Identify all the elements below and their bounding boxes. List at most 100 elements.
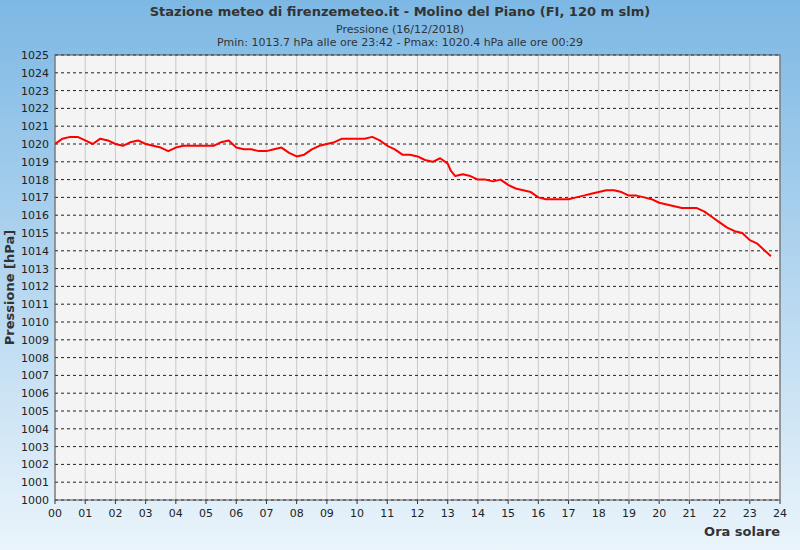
x-grid-line — [357, 55, 358, 500]
x-tick-label: 18 — [592, 507, 606, 520]
x-tick-label: 06 — [229, 507, 243, 520]
y-grid-line — [55, 411, 780, 412]
x-tick-label: 01 — [78, 507, 92, 520]
x-grid-line — [326, 55, 327, 500]
x-tick-label: 03 — [139, 507, 153, 520]
pressure-line — [55, 137, 771, 256]
y-grid-line — [55, 179, 780, 180]
y-grid-line — [55, 375, 780, 376]
x-grid-line — [447, 55, 448, 500]
x-tick — [447, 500, 448, 504]
x-tick-label: 12 — [411, 507, 425, 520]
x-tick — [175, 500, 176, 504]
x-grid-line — [628, 55, 629, 500]
background — [0, 0, 800, 550]
y-grid-line — [55, 108, 780, 109]
x-tick — [689, 500, 690, 504]
x-tick — [749, 500, 750, 504]
y-grid-line — [55, 339, 780, 340]
x-tick-label: 11 — [380, 507, 394, 520]
x-grid-line — [296, 55, 297, 500]
y-tick-label: 1013 — [21, 263, 49, 276]
y-grid-line — [55, 215, 780, 216]
x-tick-label: 20 — [652, 507, 666, 520]
x-tick-label: 02 — [108, 507, 122, 520]
y-tick-label: 1006 — [21, 387, 49, 400]
x-grid-line — [568, 55, 569, 500]
y-grid-line — [55, 464, 780, 465]
x-tick — [55, 500, 56, 504]
y-tick-label: 1009 — [21, 334, 49, 347]
x-tick-label: 00 — [48, 507, 62, 520]
y-tick-label: 1017 — [21, 191, 49, 204]
x-tick — [206, 500, 207, 504]
y-tick-label: 1024 — [21, 67, 49, 80]
x-tick-label: 15 — [501, 507, 515, 520]
x-tick — [236, 500, 237, 504]
x-grid-line — [598, 55, 599, 500]
x-grid-line — [175, 55, 176, 500]
x-tick-label: 07 — [259, 507, 273, 520]
x-tick — [719, 500, 720, 504]
x-grid-line — [719, 55, 720, 500]
plot-area — [55, 55, 780, 500]
y-tick-label: 1022 — [21, 102, 49, 115]
y-grid-line — [55, 126, 780, 127]
x-tick-label: 19 — [622, 507, 636, 520]
x-grid-line — [387, 55, 388, 500]
x-grid-line — [508, 55, 509, 500]
y-tick-label: 1004 — [21, 423, 49, 436]
x-tick — [326, 500, 327, 504]
x-grid-line — [115, 55, 116, 500]
x-tick — [477, 500, 478, 504]
y-grid-line — [55, 428, 780, 429]
x-grid-line — [85, 55, 86, 500]
y-grid-line — [55, 90, 780, 91]
x-tick — [387, 500, 388, 504]
y-tick-label: 1020 — [21, 138, 49, 151]
x-tick — [659, 500, 660, 504]
y-tick-label: 1018 — [21, 174, 49, 187]
y-grid-line — [55, 446, 780, 447]
x-tick — [598, 500, 599, 504]
y-grid-line — [55, 197, 780, 198]
x-grid-line — [689, 55, 690, 500]
x-tick-label: 13 — [441, 507, 455, 520]
x-tick — [115, 500, 116, 504]
y-tick-label: 1019 — [21, 156, 49, 169]
x-grid-line — [236, 55, 237, 500]
x-tick — [266, 500, 267, 504]
x-tick — [508, 500, 509, 504]
x-tick — [145, 500, 146, 504]
x-tick-label: 16 — [531, 507, 545, 520]
x-grid-line — [145, 55, 146, 500]
x-tick — [568, 500, 569, 504]
y-tick-label: 1014 — [21, 245, 49, 258]
x-tick-label: 21 — [682, 507, 696, 520]
y-tick-label: 1023 — [21, 85, 49, 98]
x-tick-label: 14 — [471, 507, 485, 520]
x-tick-label: 04 — [169, 507, 183, 520]
y-tick-label: 1021 — [21, 120, 49, 133]
y-tick-label: 1016 — [21, 209, 49, 222]
subtitle: Pmin: 1013.7 hPa alle ore 23:42 - Pmax: … — [217, 36, 583, 49]
x-tick — [780, 500, 781, 504]
y-grid-line — [55, 144, 780, 145]
x-tick-label: 05 — [199, 507, 213, 520]
x-grid-line — [749, 55, 750, 500]
x-tick-label: 22 — [713, 507, 727, 520]
y-grid-line — [55, 233, 780, 234]
plot-frame — [55, 55, 780, 500]
x-tick-label: 23 — [743, 507, 757, 520]
x-tick — [417, 500, 418, 504]
subtitle: Pressione (16/12/2018) — [336, 23, 464, 36]
y-tick-label: 1011 — [21, 298, 49, 311]
y-tick-label: 1008 — [21, 352, 49, 365]
y-tick-label: 1015 — [21, 227, 49, 240]
y-tick-label: 1025 — [21, 49, 49, 62]
x-tick — [357, 500, 358, 504]
y-axis-label: Pressione [hPa] — [2, 230, 17, 345]
x-grid-line — [538, 55, 539, 500]
y-grid-line — [55, 482, 780, 483]
x-tick-label: 08 — [290, 507, 304, 520]
